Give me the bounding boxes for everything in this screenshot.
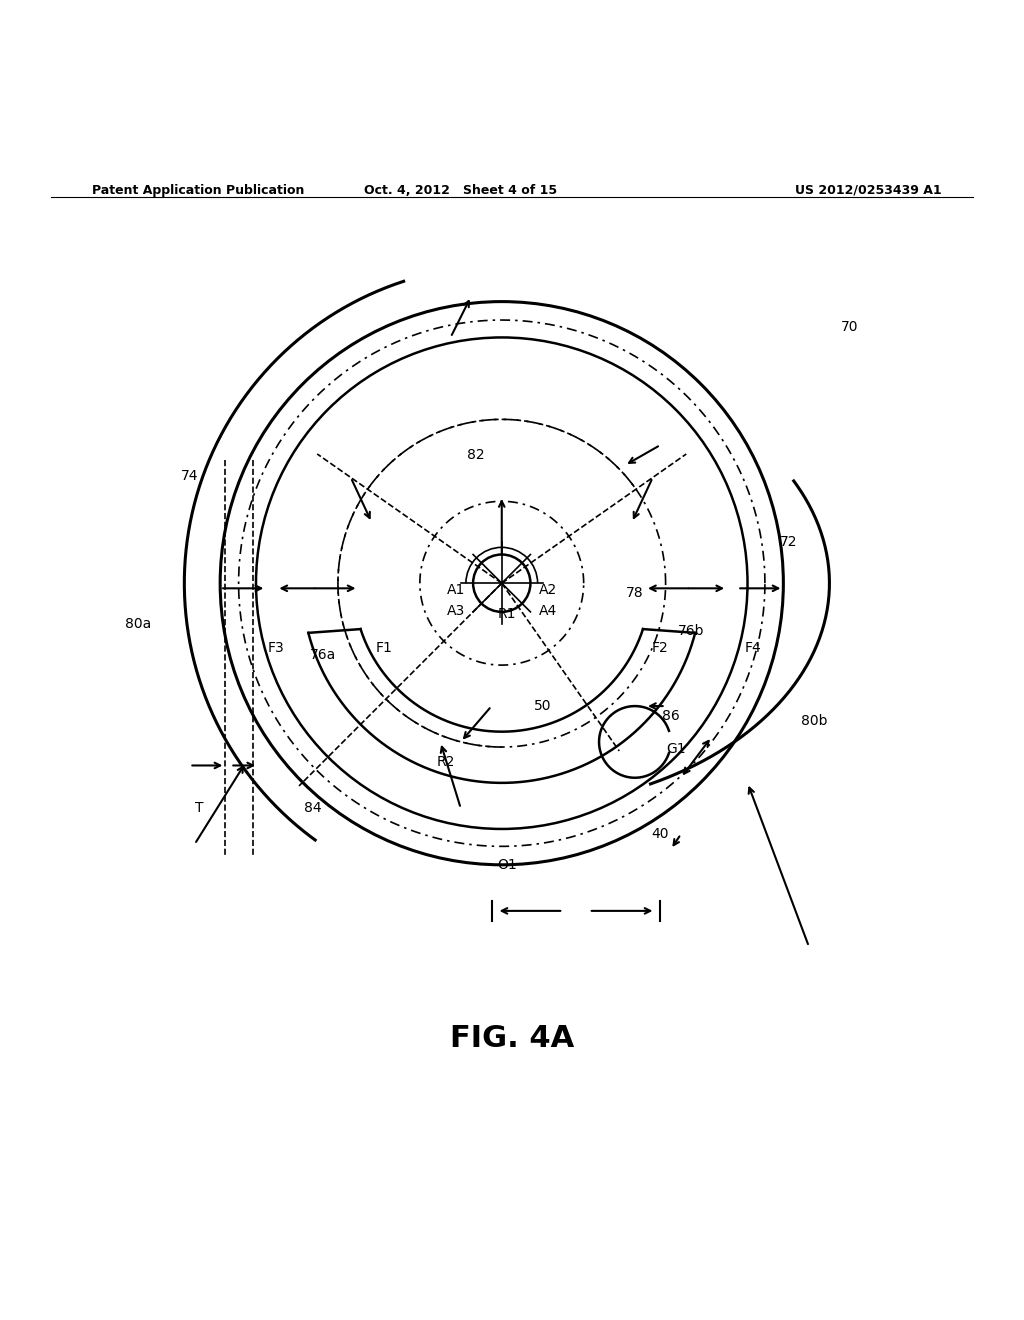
Text: G1: G1 <box>666 742 686 756</box>
Text: 76a: 76a <box>309 648 336 661</box>
Text: 72: 72 <box>779 535 798 549</box>
Text: F4: F4 <box>744 640 761 655</box>
Text: FIG. 4A: FIG. 4A <box>450 1024 574 1053</box>
Text: Patent Application Publication: Patent Application Publication <box>92 183 304 197</box>
Text: 74: 74 <box>180 469 199 483</box>
Text: F3: F3 <box>268 640 285 655</box>
Text: 80a: 80a <box>125 618 152 631</box>
Text: R2: R2 <box>436 755 455 770</box>
Text: A4: A4 <box>539 603 557 618</box>
Text: Oct. 4, 2012   Sheet 4 of 15: Oct. 4, 2012 Sheet 4 of 15 <box>365 183 557 197</box>
Text: 76b: 76b <box>678 624 705 639</box>
Text: F1: F1 <box>376 640 392 655</box>
Text: A1: A1 <box>446 583 465 598</box>
Text: 84: 84 <box>303 801 322 816</box>
Text: 82: 82 <box>467 449 485 462</box>
Text: US 2012/0253439 A1: US 2012/0253439 A1 <box>796 183 942 197</box>
Text: 80b: 80b <box>801 714 827 729</box>
Text: 40: 40 <box>651 828 670 841</box>
Text: F2: F2 <box>652 640 669 655</box>
Text: 86: 86 <box>662 709 680 723</box>
Text: 78: 78 <box>626 586 644 601</box>
Text: 70: 70 <box>841 321 859 334</box>
Text: 50: 50 <box>534 700 552 713</box>
Text: T: T <box>196 801 204 816</box>
Text: O1: O1 <box>497 858 517 871</box>
Text: R1: R1 <box>498 607 516 620</box>
Text: A2: A2 <box>539 583 557 598</box>
Text: A3: A3 <box>446 603 465 618</box>
